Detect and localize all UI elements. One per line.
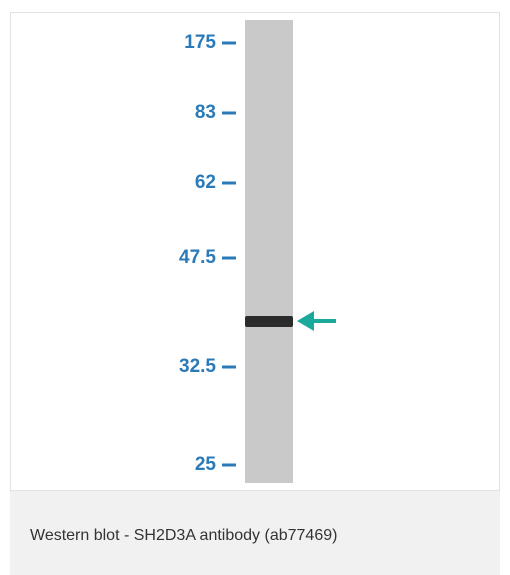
marker-label: 25 (195, 454, 217, 475)
lane (245, 20, 293, 483)
marker-label: 175 (184, 32, 216, 53)
marker-label: 62 (195, 172, 216, 193)
arrow (297, 311, 336, 331)
caption: Western blot - SH2D3A antibody (ab77469) (30, 527, 337, 545)
western-blot: 175 83 62 47.5 32.5 25 (0, 0, 510, 490)
marker-label: 32.5 (179, 356, 216, 377)
marker-label: 47.5 (179, 247, 216, 268)
page: 175 83 62 47.5 32.5 25 Western blot - SH… (0, 0, 510, 575)
marker-label: 83 (195, 102, 216, 123)
caption-box: Western blot - SH2D3A antibody (ab77469) (10, 490, 500, 575)
band (245, 316, 293, 327)
